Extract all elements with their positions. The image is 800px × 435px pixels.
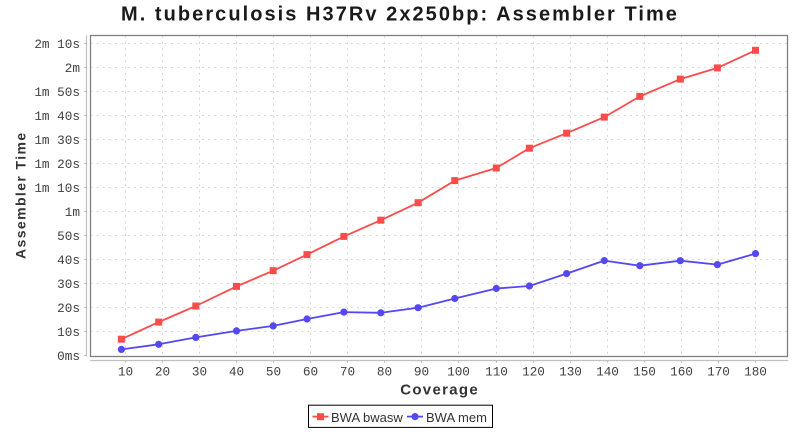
svg-text:Coverage: Coverage xyxy=(400,381,479,398)
svg-text:1m 10s: 1m 10s xyxy=(34,181,80,196)
svg-text:M. tuberculosis H37Rv 2x250bp:: M. tuberculosis H37Rv 2x250bp: Assembler… xyxy=(121,4,679,26)
svg-text:40: 40 xyxy=(229,365,244,380)
svg-text:30: 30 xyxy=(192,365,207,380)
svg-text:Assembler Time: Assembler Time xyxy=(13,131,29,259)
svg-text:110: 110 xyxy=(485,365,508,380)
svg-text:1m 40s: 1m 40s xyxy=(34,109,80,124)
svg-text:1m 30s: 1m 30s xyxy=(34,133,80,148)
svg-text:80: 80 xyxy=(377,365,392,380)
svg-text:40s: 40s xyxy=(57,253,80,268)
svg-text:130: 130 xyxy=(559,365,582,380)
svg-text:1m 20s: 1m 20s xyxy=(34,157,80,172)
svg-text:20: 20 xyxy=(155,365,170,380)
svg-text:120: 120 xyxy=(522,365,545,380)
svg-text:50s: 50s xyxy=(57,229,80,244)
svg-text:10s: 10s xyxy=(57,325,80,340)
svg-text:50: 50 xyxy=(266,365,281,380)
svg-text:1m: 1m xyxy=(65,205,80,220)
svg-text:160: 160 xyxy=(670,365,693,380)
svg-text:70: 70 xyxy=(340,365,355,380)
svg-text:140: 140 xyxy=(596,365,619,380)
svg-text:2m 10s: 2m 10s xyxy=(34,37,80,52)
svg-text:0ms: 0ms xyxy=(57,349,80,364)
svg-text:10: 10 xyxy=(118,365,133,380)
svg-text:BWA mem: BWA mem xyxy=(426,410,487,425)
svg-text:1m 50s: 1m 50s xyxy=(34,85,80,100)
svg-text:60: 60 xyxy=(303,365,318,380)
svg-text:20s: 20s xyxy=(57,301,80,316)
svg-text:90: 90 xyxy=(414,365,429,380)
svg-text:2m: 2m xyxy=(65,61,80,76)
svg-text:BWA bwasw: BWA bwasw xyxy=(331,410,403,425)
svg-text:170: 170 xyxy=(707,365,730,380)
svg-text:100: 100 xyxy=(447,365,470,380)
svg-text:150: 150 xyxy=(633,365,656,380)
svg-text:30s: 30s xyxy=(57,277,80,292)
svg-text:180: 180 xyxy=(744,365,767,380)
